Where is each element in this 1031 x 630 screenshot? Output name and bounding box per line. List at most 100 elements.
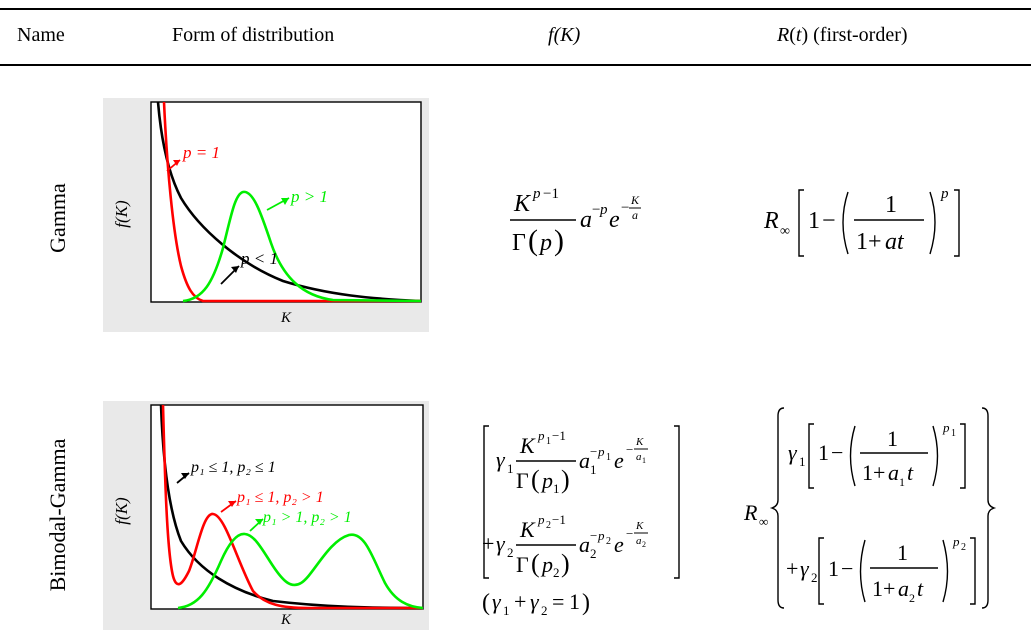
row-name-gamma-text: Gamma [45, 183, 70, 253]
svg-text:(: ( [528, 224, 538, 257]
header-rt: R(t) (first-order) [777, 24, 908, 47]
svg-text:∞: ∞ [780, 224, 790, 239]
row-name-bimodal-gamma: Bimodal-Gamma [45, 439, 71, 592]
bimodal-label-red: p₁ ≤ 1, p₂ > 1 [236, 489, 324, 506]
svg-text:γ: γ [496, 531, 506, 556]
bimodal-curve-green [177, 532, 424, 610]
gamma-ylabel: f(K) [112, 200, 131, 228]
svg-text:1: 1 [606, 452, 611, 463]
svg-text:−: − [822, 208, 836, 234]
table-top-rule [0, 8, 1031, 10]
svg-text:2: 2 [811, 570, 818, 585]
header-rt-r: R [777, 24, 790, 46]
svg-text:1: 1 [553, 481, 560, 496]
svg-text:−: − [621, 200, 629, 216]
svg-text:1: 1 [899, 475, 905, 489]
svg-text:2: 2 [606, 536, 611, 547]
svg-text:γ: γ [788, 440, 798, 465]
svg-text:a: a [888, 460, 899, 485]
svg-text:=: = [552, 589, 564, 614]
svg-text:t: t [907, 460, 914, 485]
header-rt-close: ) [801, 24, 809, 46]
svg-text:2: 2 [553, 565, 560, 580]
svg-text:+: + [514, 589, 526, 614]
bimodal-plot-frame [150, 404, 424, 610]
svg-text:p: p [599, 202, 608, 218]
svg-text:Γ: Γ [516, 468, 529, 493]
svg-text:t: t [917, 576, 924, 601]
row-name-gamma: Gamma [45, 183, 71, 253]
svg-text:at: at [885, 229, 905, 255]
svg-text:−1: −1 [552, 512, 566, 527]
svg-text:−: − [590, 444, 597, 459]
header-name-text: Name [17, 24, 65, 46]
svg-text:−: − [841, 556, 853, 581]
svg-text:2: 2 [590, 546, 597, 561]
svg-text:1: 1 [885, 192, 897, 218]
svg-text:−: − [626, 442, 633, 457]
svg-text:1: 1 [951, 428, 956, 439]
svg-text:−: − [626, 526, 633, 541]
svg-text:1: 1 [887, 426, 898, 451]
svg-text:p: p [540, 552, 553, 577]
svg-text:p: p [538, 230, 552, 256]
svg-text:K: K [635, 436, 644, 448]
svg-text:p: p [537, 512, 545, 527]
svg-text:1: 1 [818, 440, 829, 465]
svg-text:2: 2 [909, 591, 915, 605]
svg-text:1: 1 [828, 556, 839, 581]
svg-text:2: 2 [961, 542, 966, 553]
svg-text:a: a [898, 576, 909, 601]
svg-text:2: 2 [546, 520, 551, 531]
svg-text:(: ( [531, 465, 540, 494]
svg-text:K: K [630, 193, 640, 207]
svg-text:e: e [614, 448, 624, 473]
svg-text:−1: −1 [543, 186, 559, 202]
svg-text:2: 2 [541, 603, 548, 618]
svg-text:R: R [743, 500, 758, 525]
gamma-fk-formula: K p −1 Γ ( p ) a − p e − K a [508, 178, 668, 263]
header-fk-f: f [548, 24, 554, 46]
row-name-bimodal-text: Bimodal-Gamma [45, 438, 70, 592]
svg-text:Γ: Γ [512, 230, 526, 256]
svg-text:p: p [537, 428, 545, 443]
gamma-plot: p = 1 p > 1 p < 1 f(K) K [103, 98, 429, 332]
gamma-rt-formula: R ∞ 1 − 1 1+ at p [760, 178, 990, 268]
bimodal-label-green: p₁ > 1, p₂ > 1 [262, 509, 352, 526]
svg-text:): ) [554, 224, 564, 257]
header-rt-t: t [795, 24, 802, 46]
header-rt-open: ( [789, 24, 796, 46]
svg-text:1: 1 [590, 462, 597, 477]
svg-text:−1: −1 [552, 428, 566, 443]
svg-text:∞: ∞ [759, 514, 768, 529]
svg-text:γ: γ [530, 589, 540, 614]
svg-text:+: + [482, 531, 494, 556]
svg-text:1: 1 [808, 208, 820, 234]
svg-text:): ) [582, 590, 590, 616]
svg-text:p: p [540, 468, 553, 493]
svg-text:p: p [942, 420, 950, 435]
svg-text:−: − [831, 440, 843, 465]
svg-text:2: 2 [507, 545, 514, 560]
svg-text:a: a [636, 451, 642, 463]
svg-text:1: 1 [507, 461, 514, 476]
svg-text:1: 1 [642, 456, 646, 465]
svg-text:a: a [636, 535, 642, 547]
svg-text:1: 1 [799, 454, 806, 469]
svg-text:a: a [579, 448, 590, 473]
svg-text:p: p [597, 528, 605, 543]
svg-text:γ: γ [496, 447, 506, 472]
svg-text:−: − [590, 528, 597, 543]
svg-text:+: + [786, 556, 798, 581]
svg-text:p: p [532, 186, 541, 202]
svg-text:2: 2 [642, 540, 646, 549]
bimodal-plot: p₁ ≤ 1, p₂ ≤ 1 p₁ ≤ 1, p₂ > 1 p₁ > 1, p₂… [103, 401, 429, 630]
bimodal-fk-formula: γ 1 K p 1 −1 Γ ( p 1 ) a 1 − p 1 e − K a… [476, 420, 711, 630]
header-rt-note: (first-order) [808, 24, 908, 46]
svg-text:1: 1 [897, 540, 908, 565]
svg-text:K: K [513, 191, 532, 217]
gamma-xlabel: K [280, 310, 292, 326]
svg-text:γ: γ [492, 589, 502, 614]
svg-text:p: p [940, 186, 949, 202]
table-header-rule [0, 64, 1031, 66]
